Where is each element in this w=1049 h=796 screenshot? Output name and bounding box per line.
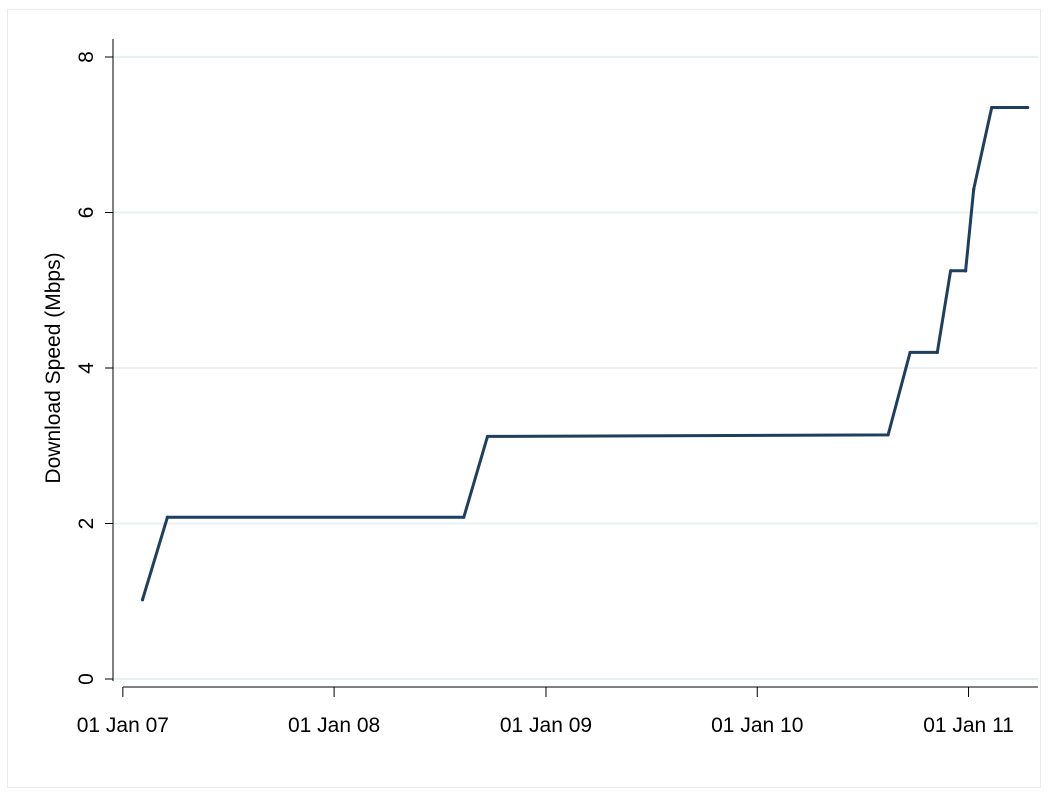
data-point <box>462 515 466 519</box>
data-point <box>935 350 939 355</box>
data-point <box>1025 105 1030 110</box>
y-tick-label: 2 <box>75 518 98 530</box>
x-tick-label: 01 Jan 07 <box>77 714 169 737</box>
data-point <box>908 350 912 355</box>
data-point <box>972 187 976 191</box>
data-point <box>140 598 145 602</box>
data-point <box>964 269 968 273</box>
data-point <box>165 515 170 519</box>
y-tick-label: 0 <box>75 673 98 685</box>
series-group <box>140 105 1030 602</box>
y-axis-ticks: 0 2 4 6 8 <box>75 51 113 685</box>
gridlines <box>113 56 1038 680</box>
data-point <box>948 269 953 273</box>
x-tick-label: 01 Jan 09 <box>500 714 592 737</box>
x-tick-label: 01 Jan 11 <box>923 714 1014 737</box>
y-axis-title: Download Speed (Mbps) <box>42 252 65 483</box>
y-tick-label: 6 <box>75 207 98 219</box>
x-tick-label: 01 Jan 10 <box>711 714 803 737</box>
data-point <box>886 433 890 437</box>
x-axis-ticks: 01 Jan 07 01 Jan 08 01 Jan 09 01 Jan 10 01 J… <box>77 687 1014 737</box>
y-tick-label: 8 <box>75 51 98 63</box>
axes <box>112 39 1038 688</box>
chart-panel <box>7 9 1041 788</box>
x-tick-label: 01 Jan 08 <box>288 714 380 737</box>
y-tick-label: 4 <box>75 362 98 374</box>
data-point <box>990 105 994 110</box>
series-line <box>141 106 1030 602</box>
data-point <box>485 434 490 439</box>
